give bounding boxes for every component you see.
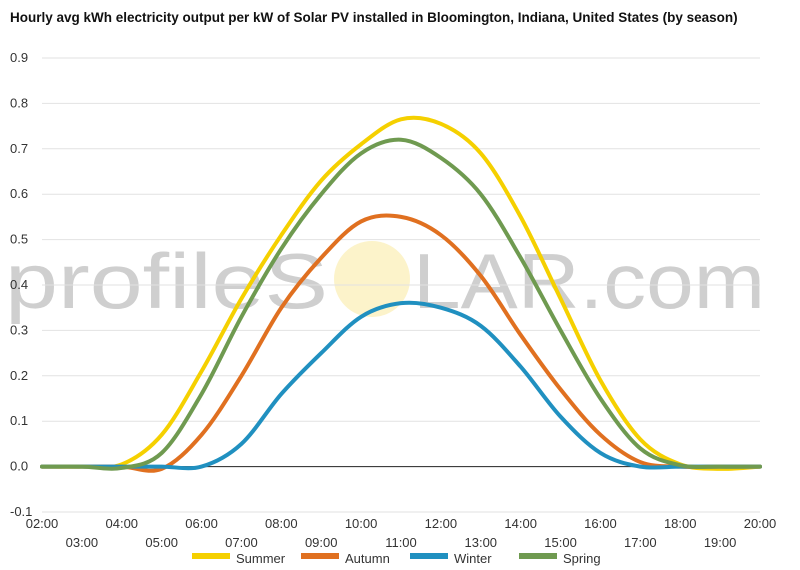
grid (42, 57, 760, 513)
legend-item-autumn[interactable]: Autumn (301, 551, 390, 566)
y-tick-label: 0.8 (10, 95, 28, 110)
x-tick-label: 17:00 (624, 535, 657, 550)
y-tick-label: 0.6 (10, 186, 28, 201)
y-tick-label: 0.3 (10, 322, 28, 337)
x-tick-label: 14:00 (504, 516, 537, 531)
x-tick-label: 10:00 (345, 516, 378, 531)
x-tick-label: 12:00 (425, 516, 458, 531)
legend-item-spring[interactable]: Spring (519, 551, 601, 566)
y-tick-label: 0.5 (10, 232, 28, 247)
x-tick-label: 18:00 (664, 516, 697, 531)
x-tick-label: 20:00 (744, 516, 777, 531)
x-tick-label: 02:00 (26, 516, 59, 531)
x-axis: 02:00 03:00 04:00 05:00 06:00 07:00 08:00 09:00… (26, 516, 777, 550)
series-line-winter (40, 300, 762, 471)
y-tick-label: 0.9 (10, 50, 28, 65)
legend-label: Autumn (345, 551, 390, 566)
watermark: profileS LAR.com (5, 237, 765, 325)
chart-title: Hourly avg kWh electricity output per kW… (10, 10, 738, 25)
watermark-text-right: LAR.com (413, 237, 765, 325)
x-tick-label: 03:00 (66, 535, 99, 550)
legend[interactable]: Summer Autumn Winter Spring (192, 551, 601, 566)
x-tick-label: 04:00 (106, 516, 139, 531)
series-line-autumn (40, 213, 762, 473)
series-line-summer (40, 115, 762, 471)
x-tick-label: 15:00 (544, 535, 577, 550)
x-tick-label: 19:00 (704, 535, 737, 550)
legend-label: Spring (563, 551, 601, 566)
x-tick-label: 11:00 (385, 535, 417, 550)
x-tick-label: 07:00 (225, 535, 258, 550)
legend-label: Winter (454, 551, 492, 566)
x-tick-label: 13:00 (465, 535, 498, 550)
x-tick-label: 08:00 (265, 516, 298, 531)
y-tick-label: 0.0 (10, 459, 28, 474)
series-lines (40, 115, 762, 473)
legend-swatch (192, 553, 230, 559)
series-line-spring (40, 137, 762, 471)
x-tick-label: 09:00 (305, 535, 338, 550)
y-tick-label: -0.1 (10, 504, 32, 519)
x-tick-label: 05:00 (145, 535, 178, 550)
x-tick-label: 06:00 (185, 516, 218, 531)
y-tick-label: 0.1 (10, 413, 28, 428)
watermark-sun-icon (334, 241, 410, 317)
legend-item-winter[interactable]: Winter (410, 551, 492, 566)
watermark-text-left: profileS (5, 237, 328, 325)
y-tick-label: 0.4 (10, 277, 28, 292)
legend-label: Summer (236, 551, 286, 566)
y-tick-label: 0.7 (10, 141, 28, 156)
legend-swatch (301, 553, 339, 559)
legend-item-summer[interactable]: Summer (192, 551, 286, 566)
legend-swatch (519, 553, 557, 559)
y-axis: -0.1 0.0 0.1 0.2 0.3 0.4 0.5 0.6 0.7 0.8 0.9 (10, 50, 32, 519)
legend-swatch (410, 553, 448, 559)
x-tick-label: 16:00 (584, 516, 617, 531)
y-tick-label: 0.2 (10, 368, 28, 383)
